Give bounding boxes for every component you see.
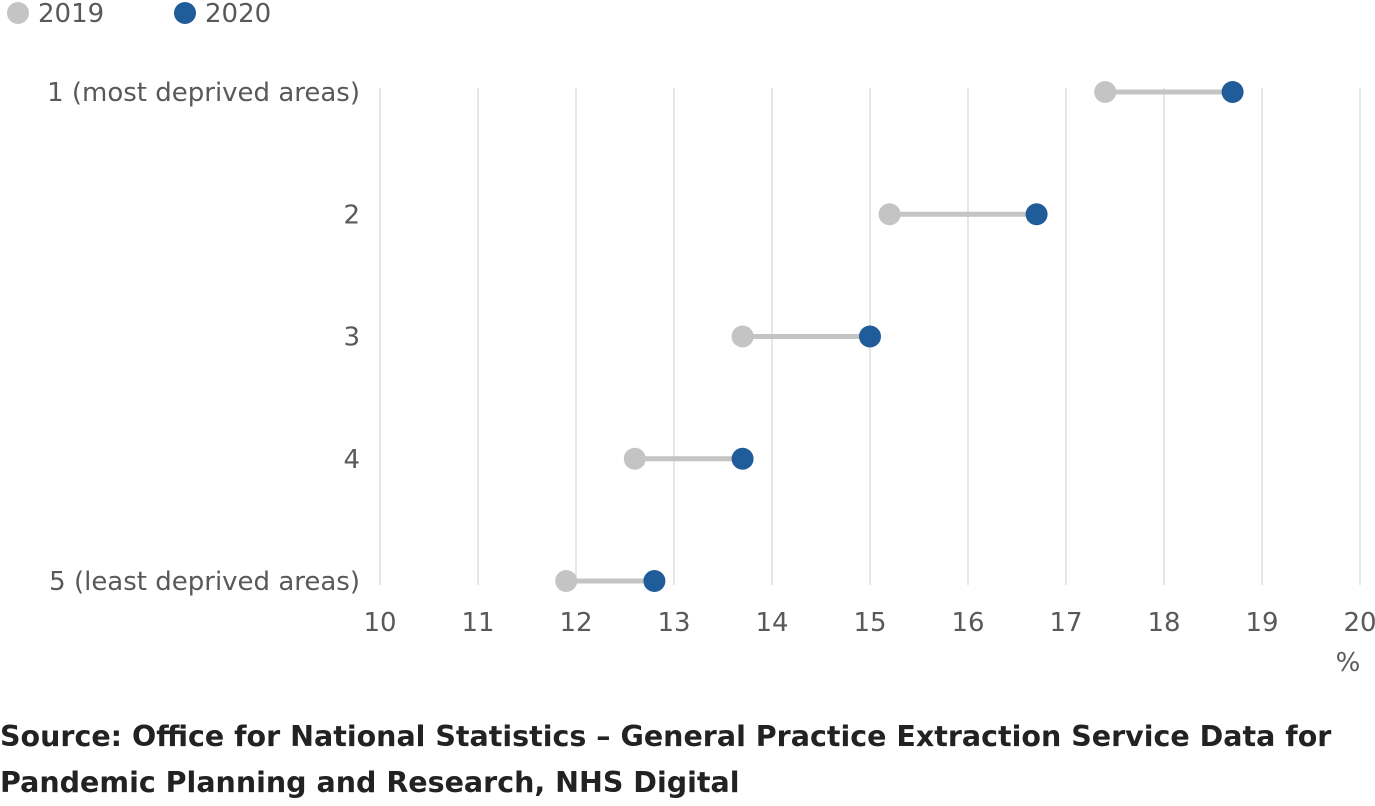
point-2019-4	[623, 447, 646, 470]
x-tick-label-11: 11	[461, 608, 494, 638]
category-label-2: 2	[343, 200, 360, 230]
source-note: Source: Office for National Statistics –…	[0, 720, 1332, 799]
category-label-5: 5 (least deprived areas)	[49, 567, 360, 597]
x-tick-label-12: 12	[559, 608, 592, 638]
x-tick-label-16: 16	[951, 608, 984, 638]
x-tick-label-20: 20	[1343, 608, 1375, 638]
category-label-4: 4	[343, 445, 360, 475]
category-labels: 1 (most deprived areas) 2 3 4 5 (least depri…	[47, 78, 360, 597]
x-axis-label: %	[1336, 648, 1361, 678]
point-2020-3	[859, 325, 881, 348]
x-tick-label-15: 15	[853, 608, 886, 638]
points	[555, 81, 1244, 592]
category-label-1: 1 (most deprived areas)	[47, 78, 360, 108]
x-tick-label-14: 14	[755, 608, 788, 638]
point-2019-2	[878, 203, 901, 226]
point-2020-1	[1221, 81, 1244, 103]
x-tick-label-10: 10	[363, 608, 396, 638]
legend-marker-2019	[7, 2, 29, 24]
legend-marker-2020	[174, 2, 196, 24]
x-axis-tick-labels: 10 11 12 13 14 15 16 17 18 19 20	[363, 608, 1375, 638]
legend: 2019 2020	[7, 0, 271, 29]
x-tick-label-13: 13	[657, 608, 690, 638]
connectors	[566, 89, 1233, 584]
x-tick-label-18: 18	[1147, 608, 1180, 638]
point-2019-5	[555, 570, 578, 592]
legend-label-2020: 2020	[205, 0, 271, 29]
point-2020-5	[643, 570, 666, 592]
x-tick-label-17: 17	[1049, 608, 1082, 638]
category-label-3: 3	[343, 323, 360, 353]
point-2019-1	[1094, 81, 1117, 103]
x-tick-label-19: 19	[1245, 608, 1278, 638]
point-2020-2	[1025, 203, 1048, 226]
point-2020-4	[731, 447, 754, 470]
point-2019-3	[731, 325, 754, 348]
legend-label-2019: 2019	[38, 0, 104, 29]
